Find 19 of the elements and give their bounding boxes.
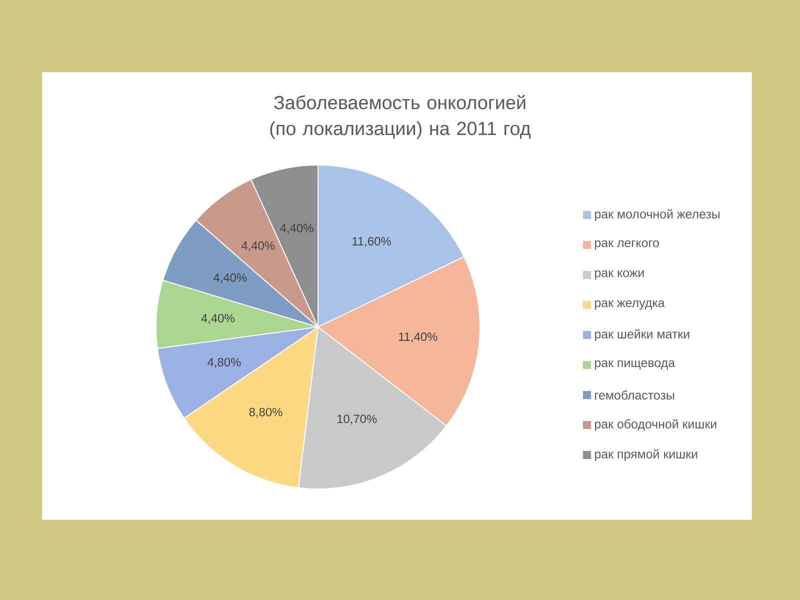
data-label: 10,70% — [337, 414, 377, 425]
chart-title: Заболеваемость онкологией (по локализации) на 2011 год — [270, 95, 531, 139]
data-label: 11,60% — [352, 237, 391, 247]
data-label: 4,40% — [201, 314, 234, 324]
legend-label: рак пищевода — [595, 360, 676, 370]
data-label: 4,40% — [213, 273, 247, 284]
data-label: 8,80% — [249, 408, 282, 418]
legend-label: рак шейки матки — [595, 329, 690, 341]
data-label: 4,80% — [208, 358, 241, 368]
legend-label: рак молочной железы — [595, 209, 720, 221]
legend-label: гемобластозы — [595, 390, 674, 400]
data-label: 4,40% — [280, 224, 314, 234]
data-label: 11,40% — [398, 332, 438, 342]
legend-label: рак желудка — [595, 300, 665, 310]
legend-label: рак легкого — [595, 240, 659, 250]
legend-label: рак прямой кишки — [595, 449, 698, 461]
legend-label: рак ободочной кишки — [595, 419, 716, 431]
legend-label: рак кожи — [595, 270, 644, 280]
data-label: 4,40% — [241, 241, 275, 252]
